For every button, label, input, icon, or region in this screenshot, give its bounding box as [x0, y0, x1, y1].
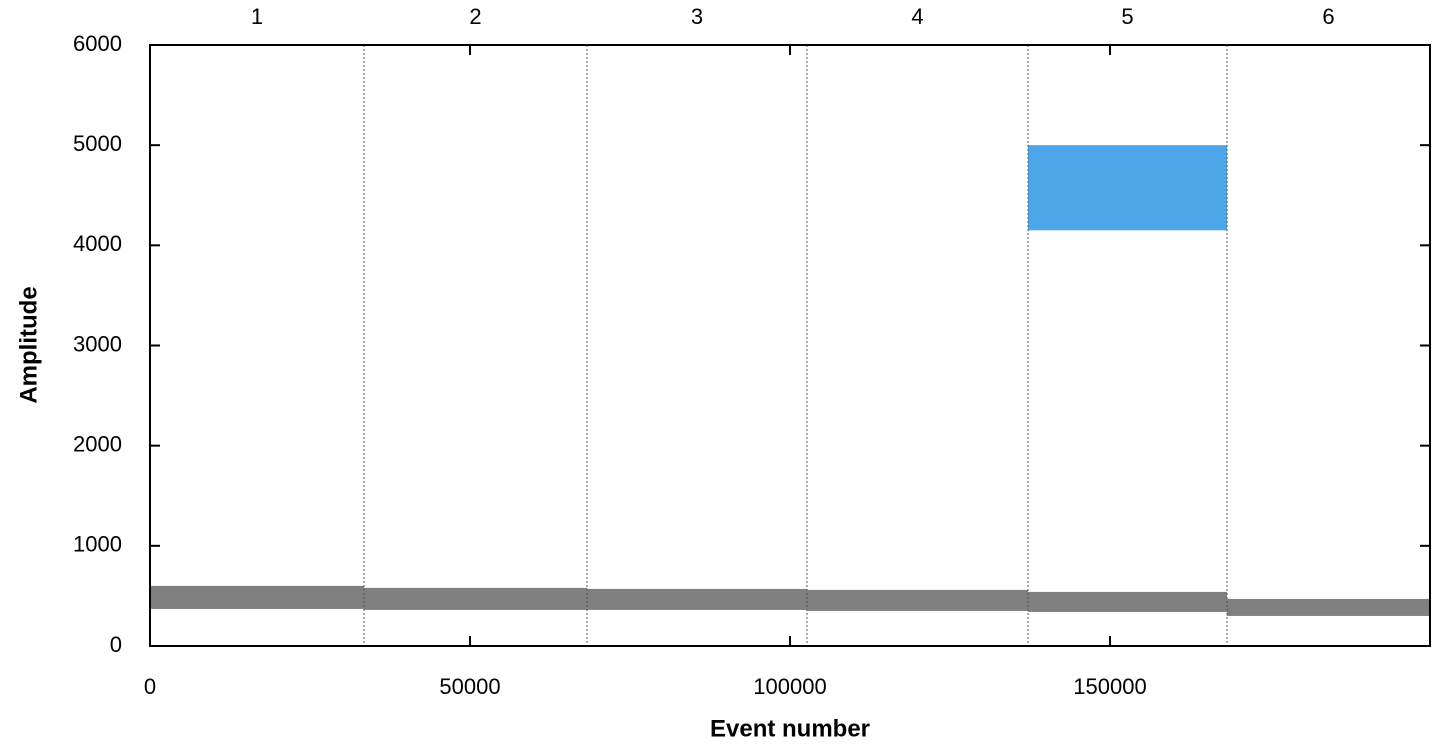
droplet-cluster [586, 588, 807, 610]
plot-frame [149, 44, 1431, 647]
x-tick-label: 50000 [439, 674, 500, 699]
droplet-cluster [1027, 145, 1227, 231]
x-tick-label: 0 [144, 674, 156, 699]
droplet-cluster [363, 587, 587, 610]
well-label: 2 [469, 4, 481, 29]
x-tick-label: 150000 [1073, 674, 1146, 699]
droplet-cluster [1226, 598, 1430, 616]
y-tick-label: 5000 [73, 131, 122, 156]
droplet-cluster [150, 585, 364, 609]
y-tick-label: 0 [110, 632, 122, 657]
x-tick-label: 100000 [753, 674, 826, 699]
well-label: 1 [251, 4, 263, 29]
y-tick-label: 6000 [73, 31, 122, 56]
y-tick-label: 4000 [73, 231, 122, 256]
y-tick-label: 1000 [73, 532, 122, 557]
well-label: 6 [1322, 4, 1334, 29]
y-tick-label: 3000 [73, 331, 122, 356]
y-axis-label: Amplitude [15, 286, 42, 403]
well-label: 5 [1121, 4, 1133, 29]
droplet-cluster [1027, 591, 1227, 612]
y-tick-label: 2000 [73, 431, 122, 456]
x-axis-label: Event number [710, 715, 870, 742]
well-label: 3 [691, 4, 703, 29]
droplet-cluster [806, 589, 1028, 611]
well-label: 4 [911, 4, 923, 29]
